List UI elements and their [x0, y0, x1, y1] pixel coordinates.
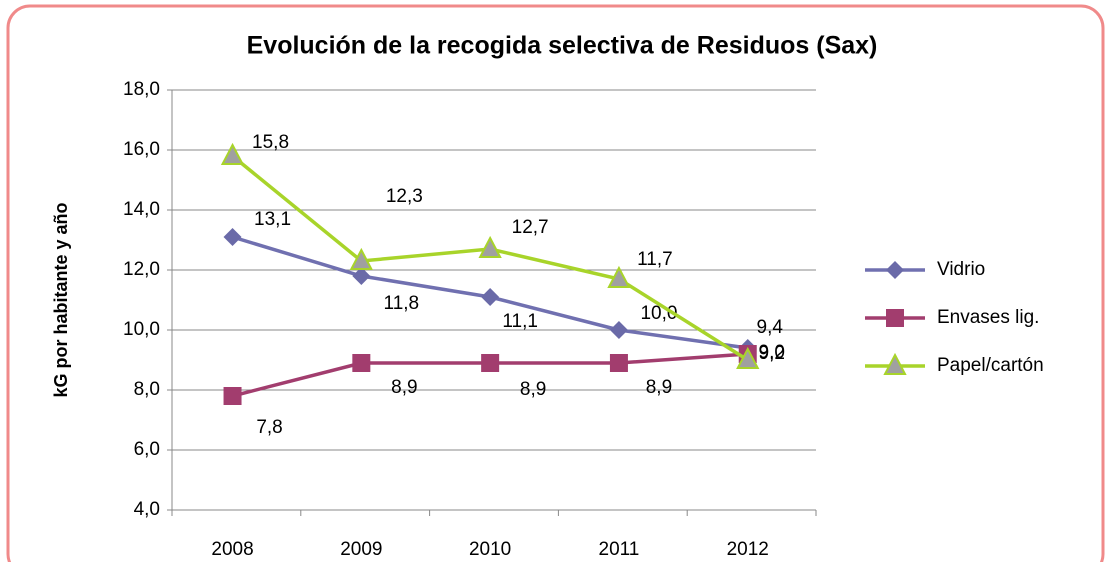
y-tick-label: 14,0: [123, 199, 160, 220]
chart-border: [6, 4, 1105, 562]
y-tick-label: 4,0: [134, 499, 160, 520]
data-label: 8,9: [520, 379, 546, 400]
x-tick-label: 2009: [340, 539, 382, 560]
data-label: 15,8: [252, 132, 289, 153]
legend-label: Envases lig.: [937, 307, 1039, 328]
y-tick-label: 6,0: [134, 439, 160, 460]
marker: [220, 142, 245, 165]
x-tick-label: 2008: [211, 539, 253, 560]
marker: [481, 288, 500, 306]
marker: [886, 309, 904, 327]
data-label: 11,8: [384, 293, 420, 314]
y-tick-label: 8,0: [134, 379, 160, 400]
marker: [609, 354, 628, 372]
data-label: 9,4: [757, 317, 784, 338]
x-tick-label: 2012: [727, 539, 769, 560]
chart-title: Evolución de la recogida selectiva de Re…: [247, 32, 878, 60]
marker: [478, 235, 502, 258]
marker: [609, 321, 628, 339]
data-label: 7,8: [256, 417, 282, 438]
marker: [481, 354, 500, 372]
x-tick-label: 2011: [599, 539, 640, 560]
marker: [352, 267, 371, 285]
y-tick-label: 10,0: [123, 319, 160, 340]
marker: [607, 265, 631, 288]
data-label: 13,1: [254, 209, 291, 230]
y-axis-label: kG por habitante y año: [51, 202, 71, 397]
y-tick-label: 18,0: [123, 79, 160, 100]
data-label: 11,7: [637, 249, 673, 270]
marker: [223, 387, 242, 405]
y-tick-label: 12,0: [123, 259, 160, 280]
legend-label: Vidrio: [937, 259, 985, 280]
marker: [223, 228, 242, 246]
x-tick-label: 2010: [469, 539, 511, 560]
y-tick-label: 16,0: [123, 139, 160, 160]
data-label: 9,2: [759, 343, 785, 364]
data-label: 9,0: [759, 342, 785, 363]
data-label: 8,9: [391, 377, 417, 398]
data-label: 12,7: [512, 217, 549, 238]
data-label: 11,1: [502, 311, 538, 332]
data-label: 12,3: [386, 186, 423, 207]
marker: [349, 247, 373, 270]
marker: [736, 346, 760, 369]
legend-label: Papel/cartón: [937, 355, 1044, 376]
marker: [352, 354, 371, 372]
marker: [883, 352, 907, 375]
marker: [886, 261, 904, 279]
data-label: 8,9: [646, 377, 672, 398]
